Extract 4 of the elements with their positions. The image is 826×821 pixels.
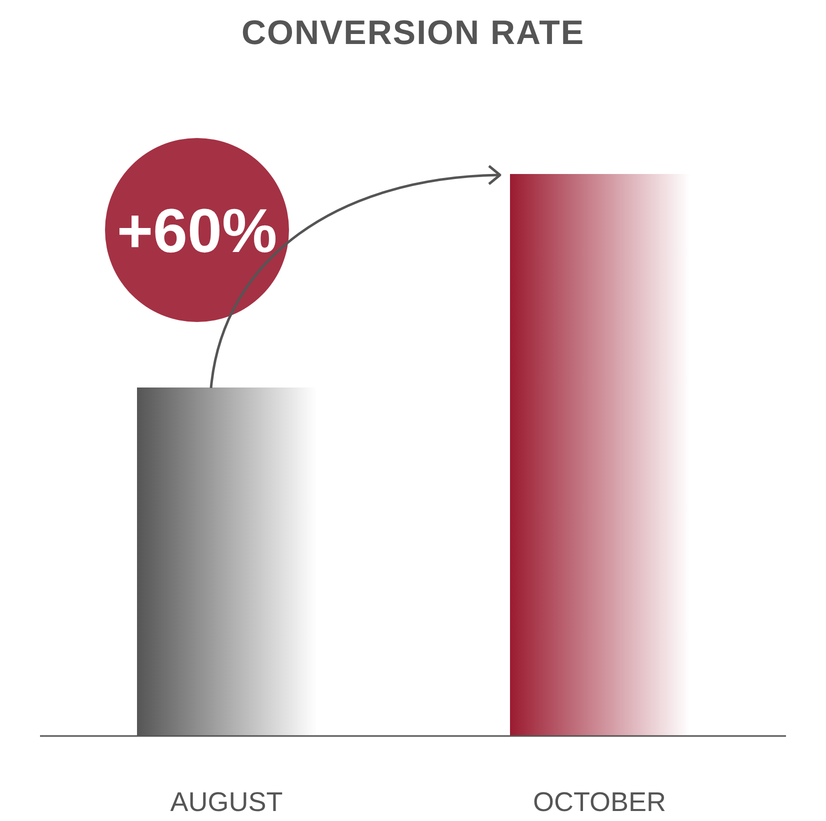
annotation: +60% [116,197,278,266]
x-tick-label: OCTOBER [532,787,666,818]
x-tick-label: AUGUST [170,787,283,818]
chart-title: CONVERSION RATE [240,14,586,53]
